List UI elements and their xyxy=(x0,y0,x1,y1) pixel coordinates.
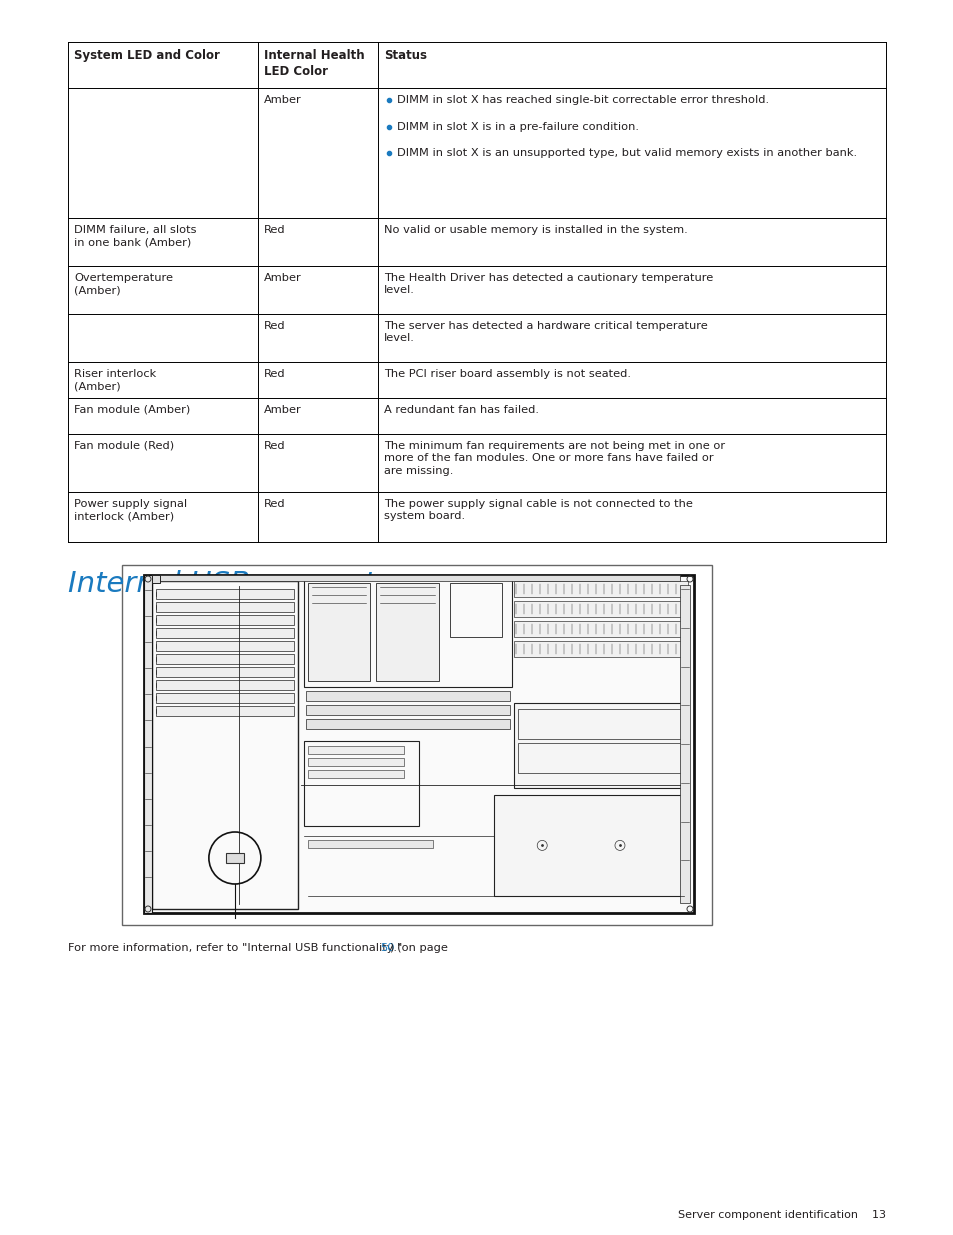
Bar xyxy=(308,758,404,766)
Bar xyxy=(303,741,418,826)
Text: Amber: Amber xyxy=(264,405,301,415)
Bar xyxy=(156,615,294,625)
Bar xyxy=(514,621,687,637)
Bar xyxy=(68,42,885,542)
Text: Fan module (Amber): Fan module (Amber) xyxy=(74,405,190,415)
Text: The power supply signal cable is not connected to the
system board.: The power supply signal cable is not con… xyxy=(384,499,692,521)
Bar xyxy=(308,840,433,847)
Bar xyxy=(514,601,687,618)
Bar xyxy=(308,583,370,682)
Text: DIMM in slot X has reached single-bit correctable error threshold.: DIMM in slot X has reached single-bit co… xyxy=(396,95,768,105)
Bar xyxy=(376,583,438,682)
Text: The PCI riser board assembly is not seated.: The PCI riser board assembly is not seat… xyxy=(384,369,630,379)
Text: Red: Red xyxy=(264,499,285,509)
Text: Internal USB connector: Internal USB connector xyxy=(68,571,405,598)
Text: Amber: Amber xyxy=(264,273,301,283)
Bar xyxy=(156,667,294,677)
Text: Status: Status xyxy=(384,49,427,62)
Bar xyxy=(518,709,683,739)
Text: For more information, refer to "Internal USB functionality (on page: For more information, refer to "Internal… xyxy=(68,944,451,953)
Bar xyxy=(156,589,294,599)
Bar xyxy=(679,585,689,903)
Bar xyxy=(514,641,687,657)
Bar xyxy=(156,693,294,703)
Bar xyxy=(152,576,160,583)
Text: ).": )." xyxy=(389,944,402,953)
Bar xyxy=(122,564,711,925)
Text: 50: 50 xyxy=(380,944,395,953)
Bar xyxy=(514,704,687,788)
Bar xyxy=(156,601,294,613)
Text: System LED and Color: System LED and Color xyxy=(74,49,219,62)
Text: Red: Red xyxy=(264,225,285,235)
Text: Internal Health
LED Color: Internal Health LED Color xyxy=(264,49,364,78)
Bar xyxy=(226,853,244,863)
Text: The server has detected a hardware critical temperature
level.: The server has detected a hardware criti… xyxy=(384,321,707,343)
Bar xyxy=(514,580,687,597)
Text: Red: Red xyxy=(264,321,285,331)
Bar xyxy=(144,576,693,913)
Bar xyxy=(156,706,294,716)
Text: Overtemperature
(Amber): Overtemperature (Amber) xyxy=(74,273,172,295)
Bar xyxy=(308,746,404,755)
Text: The minimum fan requirements are not being met in one or
more of the fan modules: The minimum fan requirements are not bei… xyxy=(384,441,724,475)
Text: DIMM in slot X is an unsupported type, but valid memory exists in another bank.: DIMM in slot X is an unsupported type, b… xyxy=(396,148,856,158)
Bar xyxy=(303,579,512,687)
Text: The Health Driver has detected a cautionary temperature
level.: The Health Driver has detected a caution… xyxy=(384,273,713,295)
Text: Power supply signal
interlock (Amber): Power supply signal interlock (Amber) xyxy=(74,499,187,521)
Text: Amber: Amber xyxy=(264,95,301,105)
Bar xyxy=(152,576,679,580)
Bar xyxy=(308,771,404,778)
Bar xyxy=(305,705,510,715)
Bar xyxy=(152,580,297,909)
Bar xyxy=(305,719,510,729)
Bar xyxy=(156,680,294,690)
Bar xyxy=(518,743,683,773)
Bar xyxy=(156,629,294,638)
Text: Server component identification    13: Server component identification 13 xyxy=(678,1210,885,1220)
Text: Red: Red xyxy=(264,369,285,379)
Text: DIMM failure, all slots
in one bank (Amber): DIMM failure, all slots in one bank (Amb… xyxy=(74,225,196,247)
Bar xyxy=(156,641,294,651)
Text: DIMM in slot X is in a pre-failure condition.: DIMM in slot X is in a pre-failure condi… xyxy=(396,121,639,132)
Bar xyxy=(144,576,152,913)
Text: A redundant fan has failed.: A redundant fan has failed. xyxy=(384,405,538,415)
Bar xyxy=(493,794,687,897)
Bar xyxy=(156,655,294,664)
Text: No valid or usable memory is installed in the system.: No valid or usable memory is installed i… xyxy=(384,225,687,235)
Bar xyxy=(450,583,501,637)
Text: Riser interlock
(Amber): Riser interlock (Amber) xyxy=(74,369,156,391)
Text: Red: Red xyxy=(264,441,285,451)
Text: Fan module (Red): Fan module (Red) xyxy=(74,441,174,451)
Bar xyxy=(305,692,510,701)
